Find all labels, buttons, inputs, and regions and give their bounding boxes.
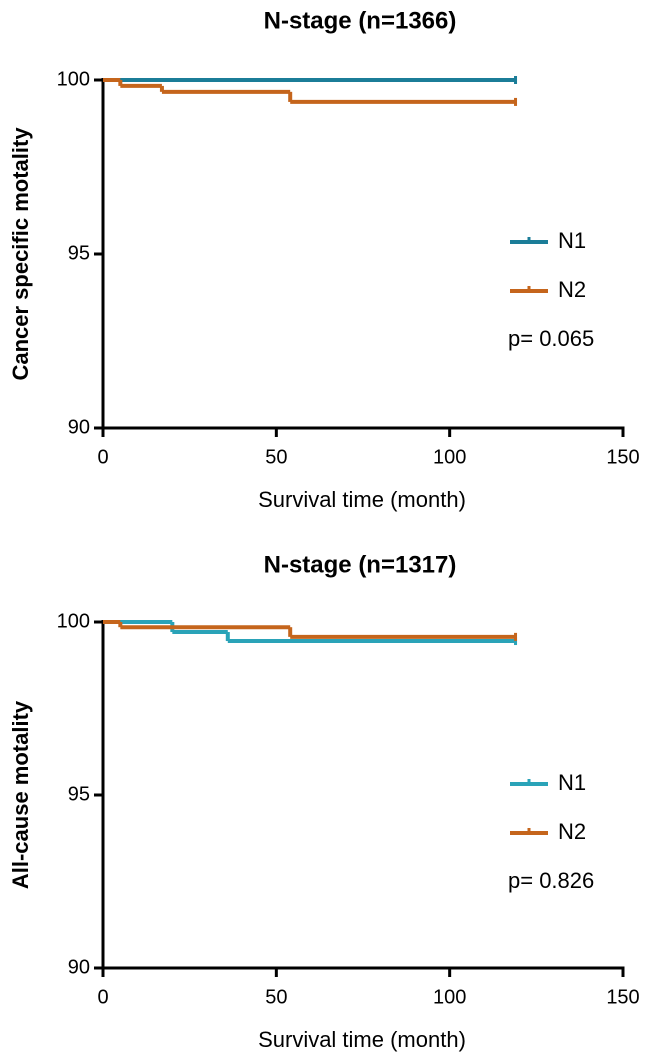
y-tick-label: 95	[68, 242, 90, 264]
legend-label: N2	[558, 277, 586, 302]
x-tick-label: 150	[606, 446, 639, 468]
legend-label: N2	[558, 819, 586, 844]
chart-title: N-stage (n=1366)	[264, 7, 457, 34]
p-value-annotation: p= 0.826	[508, 868, 594, 893]
x-tick-label: 100	[433, 986, 466, 1008]
legend-label: N1	[558, 228, 586, 253]
x-tick-label: 50	[265, 986, 287, 1008]
x-tick-label: 0	[97, 446, 108, 468]
x-axis-title: Survival time (month)	[258, 1027, 466, 1052]
y-axis-title: Cancer specific motality	[8, 127, 33, 381]
x-tick-label: 150	[606, 986, 639, 1008]
x-tick-label: 100	[433, 446, 466, 468]
y-tick-label: 90	[68, 956, 90, 978]
y-tick-label: 90	[68, 416, 90, 438]
legend-label: N1	[558, 770, 586, 795]
x-tick-label: 50	[265, 446, 287, 468]
p-value-annotation: p= 0.065	[508, 326, 594, 351]
chart-title: N-stage (n=1317)	[264, 551, 457, 578]
y-tick-label: 100	[57, 610, 90, 632]
x-tick-label: 0	[97, 986, 108, 1008]
x-axis-title: Survival time (month)	[258, 487, 466, 512]
y-axis-title: All-cause motality	[8, 700, 33, 889]
y-tick-label: 95	[68, 783, 90, 805]
y-tick-label: 100	[57, 68, 90, 90]
